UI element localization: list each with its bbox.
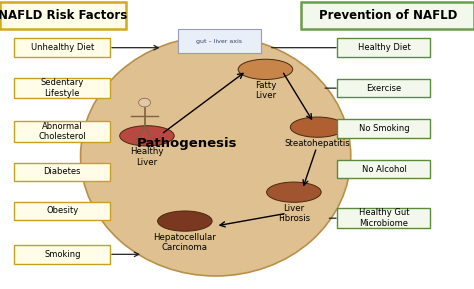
FancyBboxPatch shape [337,38,430,57]
Text: NAFLD Risk Factors: NAFLD Risk Factors [0,9,128,22]
FancyBboxPatch shape [14,38,110,57]
Text: Abnormal
Cholesterol: Abnormal Cholesterol [38,122,86,141]
Text: Hepatocellular
Carcinoma: Hepatocellular Carcinoma [154,233,216,252]
Ellipse shape [119,126,174,146]
FancyBboxPatch shape [337,208,430,228]
Text: Prevention of NAFLD: Prevention of NAFLD [319,9,457,22]
FancyBboxPatch shape [178,29,261,53]
Text: Obesity: Obesity [46,206,79,216]
FancyBboxPatch shape [0,2,126,29]
Text: Liver
Fibrosis: Liver Fibrosis [278,204,310,223]
FancyBboxPatch shape [14,163,110,181]
Text: Healthy Diet: Healthy Diet [357,43,410,52]
Text: Diabetes: Diabetes [44,167,81,177]
Text: Healthy Gut
Microbiome: Healthy Gut Microbiome [359,208,409,228]
Text: No Smoking: No Smoking [359,124,409,133]
Text: Sedentary
Lifestyle: Sedentary Lifestyle [41,78,84,98]
FancyBboxPatch shape [14,202,110,220]
Ellipse shape [138,98,151,107]
Text: Exercise: Exercise [366,84,401,93]
FancyBboxPatch shape [14,121,110,142]
Ellipse shape [157,211,212,231]
Ellipse shape [81,36,351,276]
FancyBboxPatch shape [337,160,430,178]
Text: Fatty
Liver: Fatty Liver [255,81,276,100]
Text: gut – liver axis: gut – liver axis [196,39,242,44]
Ellipse shape [238,59,292,79]
Text: No Alcohol: No Alcohol [362,164,406,174]
FancyBboxPatch shape [337,119,430,138]
Text: Pathogenesis: Pathogenesis [137,137,237,149]
Text: Smoking: Smoking [44,250,81,259]
FancyBboxPatch shape [337,79,430,97]
FancyBboxPatch shape [14,78,110,98]
Text: Steatohepatitis: Steatohepatitis [285,139,350,148]
Text: Healthy
Liver: Healthy Liver [130,147,164,167]
FancyBboxPatch shape [14,245,110,264]
Ellipse shape [266,182,321,202]
FancyBboxPatch shape [301,2,474,29]
Ellipse shape [290,117,345,137]
Text: Unhealthy Diet: Unhealthy Diet [31,43,94,52]
